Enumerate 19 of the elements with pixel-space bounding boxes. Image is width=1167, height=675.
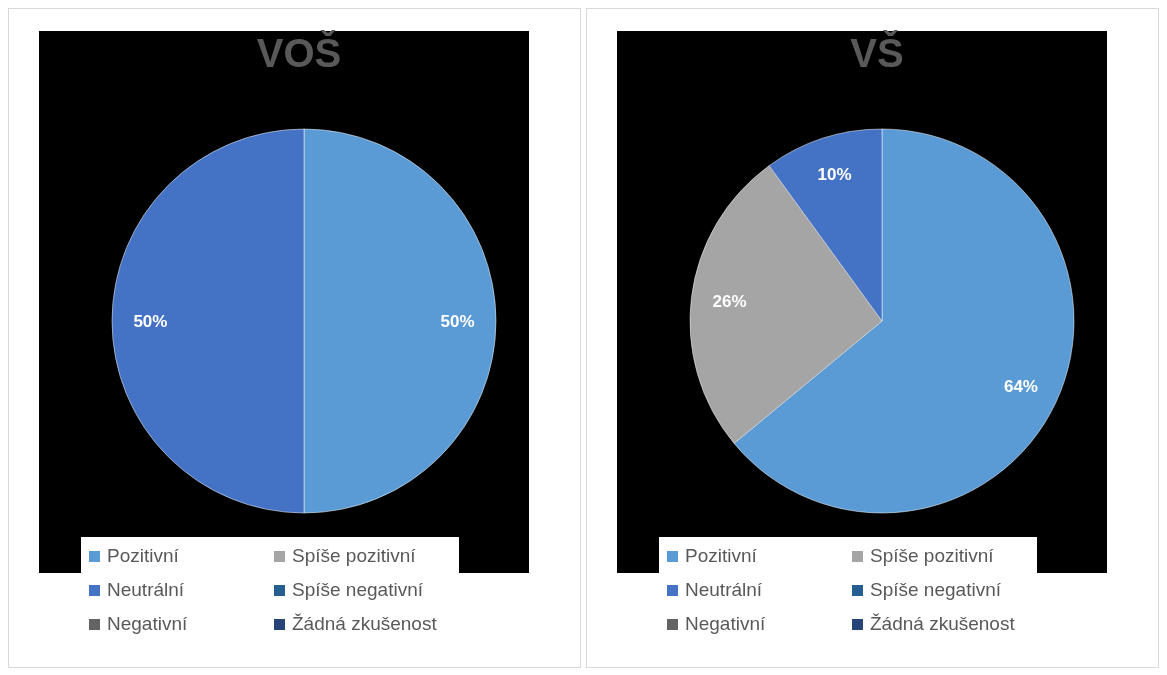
legend-label: Pozitivní (685, 545, 757, 567)
legend-label: Žádná zkušenost (292, 613, 437, 635)
data-label: 26% (712, 292, 747, 312)
chart-title: VŠ (849, 31, 905, 76)
legend-label: Spíše negativní (870, 579, 1001, 601)
legend-label: Negativní (685, 613, 766, 635)
data-label: 10% (817, 165, 852, 185)
chart-title: VOŠ (255, 31, 343, 76)
legend-label: Neutrální (107, 579, 185, 601)
legend-label: Neutrální (685, 579, 763, 601)
data-label: 50% (440, 311, 475, 331)
legend-label: Pozitivní (107, 545, 179, 567)
legend-label: Žádná zkušenost (870, 613, 1015, 635)
data-label: 64% (1003, 376, 1038, 396)
legend-label: Spíše pozitivní (870, 545, 994, 567)
legend-label: Spíše pozitivní (292, 545, 416, 567)
legend-label: Negativní (107, 613, 188, 635)
data-label: 50% (133, 311, 168, 331)
legend-label: Spíše negativní (292, 579, 423, 601)
